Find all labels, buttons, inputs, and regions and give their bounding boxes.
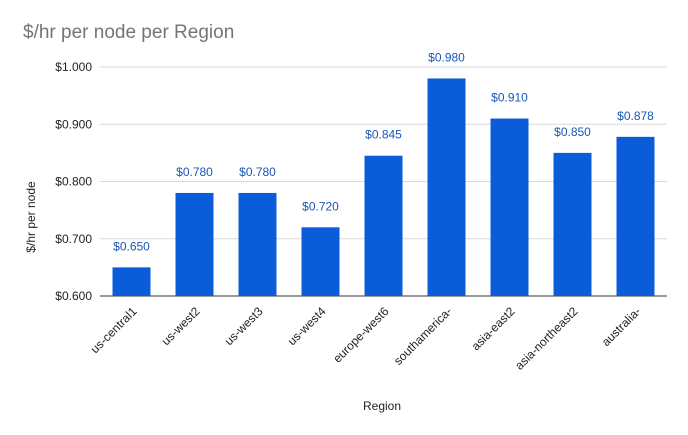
bar-us-central1 <box>112 267 151 296</box>
bar-us-west3 <box>238 192 277 296</box>
bar-asia-east2 <box>490 118 529 297</box>
data-label: $0.720 <box>302 199 339 213</box>
x-tick-label: us-west2 <box>159 304 203 348</box>
x-tick-label: asia-east2 <box>469 304 518 353</box>
x-axis-title: Region <box>363 399 401 413</box>
bar-us-west2 <box>175 192 214 296</box>
x-tick-label: us-central1 <box>88 304 140 356</box>
bar-southamerica- <box>427 78 466 296</box>
y-axis-title: $/hr per node <box>24 181 38 253</box>
data-label: $0.878 <box>617 109 654 123</box>
bar-australia- <box>616 136 655 296</box>
data-label: $0.780 <box>239 165 276 179</box>
bar-us-west4 <box>301 227 340 296</box>
data-label: $0.850 <box>554 125 591 139</box>
x-tick-label: europe-west6 <box>330 304 392 366</box>
bar-europe-west6 <box>364 155 403 296</box>
chart-title: $/hr per node per Region <box>23 22 235 43</box>
y-tick-label: $0.700 <box>55 232 92 246</box>
x-tick-label: australia- <box>599 304 644 349</box>
y-tick-label: $0.800 <box>55 175 92 189</box>
x-axis-ticks: us-central1 us-west2 us-west3 us-west4 europ… <box>88 304 644 373</box>
data-label: $0.910 <box>491 91 528 105</box>
y-axis-ticks: $0.600 $0.700 $0.800 $0.900 $1.000 <box>55 60 92 303</box>
x-tick-label: us-west3 <box>222 304 266 348</box>
y-tick-label: $0.600 <box>55 289 92 303</box>
data-label: $0.980 <box>428 50 465 64</box>
bars <box>112 78 655 297</box>
data-label: $0.650 <box>113 239 150 253</box>
data-labels: $0.650 $0.780 $0.780 $0.720 $0.845 $0.980 $0.9… <box>113 50 654 253</box>
data-label: $0.780 <box>176 165 213 179</box>
data-label: $0.845 <box>365 128 402 142</box>
x-tick-label: asia-northeast2 <box>512 304 581 373</box>
x-tick-label: us-west4 <box>285 304 329 348</box>
y-tick-label: $0.900 <box>55 117 92 131</box>
y-tick-label: $1.000 <box>55 60 92 74</box>
bar-asia-northeast2 <box>553 152 592 296</box>
x-tick-label: southamerica- <box>391 304 455 368</box>
